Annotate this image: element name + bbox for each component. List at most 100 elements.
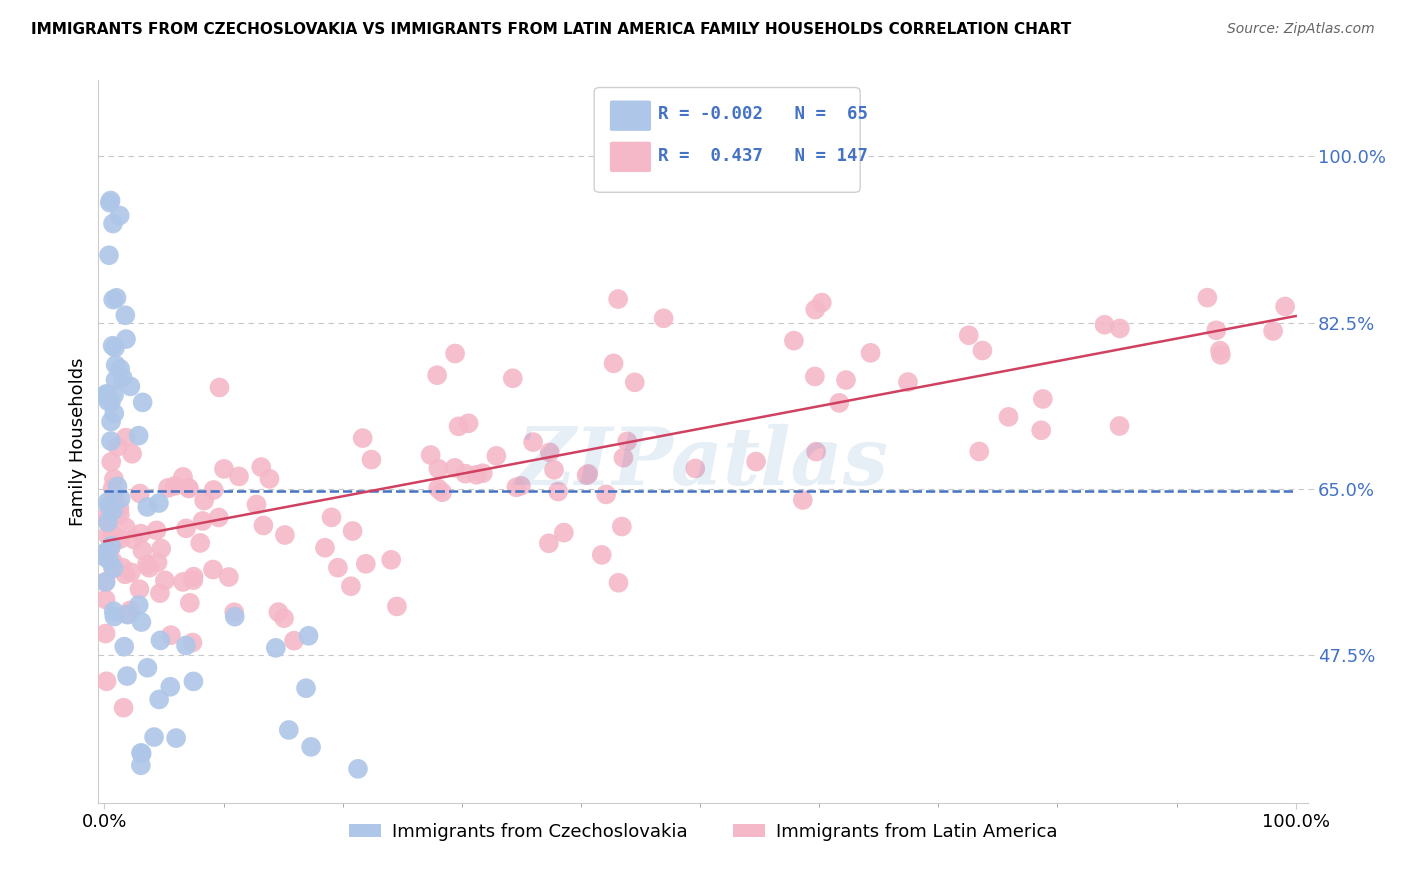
Point [183,569,205,583]
Point [107,440,129,454]
Point [228,469,250,483]
Text: R = -0.002   N =  65: R = -0.002 N = 65 [658,105,869,123]
Point [1209,348,1232,362]
Point [100,394,122,409]
Point [94,510,117,524]
Point [97,495,120,509]
Point [101,293,124,307]
Point [94,626,117,640]
Point [172,574,194,589]
Point [208,380,231,394]
FancyBboxPatch shape [595,87,860,193]
Point [160,628,183,642]
Point [274,528,297,542]
Point [967,444,990,458]
Point [143,730,166,744]
Point [283,633,305,648]
Point [502,371,524,385]
Point [299,739,322,754]
Point [136,661,159,675]
Point [108,508,131,522]
Point [97,515,120,529]
Point [129,758,152,772]
Point [128,428,150,442]
Point [264,640,287,655]
Point [100,541,122,556]
Point [208,510,231,524]
Point [553,525,575,540]
Point [145,524,167,538]
Point [835,373,858,387]
Point [804,444,827,458]
Point [212,462,235,476]
Point [623,376,645,390]
Point [326,560,349,574]
Point [745,454,768,468]
Point [783,334,806,348]
Point [131,395,153,409]
Point [112,700,135,714]
Point [957,328,980,343]
Point [224,605,246,619]
Point [98,553,121,567]
Point [471,467,494,481]
Point [96,387,118,401]
Point [128,582,150,597]
Point [103,609,125,624]
Point [103,561,125,575]
Point [485,449,508,463]
Point [101,529,124,543]
Point [120,566,142,580]
Point [100,455,122,469]
Point [295,681,318,696]
Point [115,607,138,621]
Point [1274,300,1296,314]
Point [97,394,120,409]
Point [342,524,364,538]
Y-axis label: Family Households: Family Households [69,358,87,525]
Point [179,596,201,610]
Point [174,639,197,653]
Point [101,555,124,569]
Point [101,339,124,353]
Point [94,574,117,589]
Point [443,461,465,475]
Point [202,483,225,497]
Point [110,491,132,506]
Point [122,533,145,547]
Point [157,481,180,495]
Point [505,480,527,494]
Point [128,486,150,500]
Point [104,358,127,372]
Point [108,532,131,546]
Point [444,346,467,360]
Point [131,747,153,761]
Point [148,496,170,510]
Point [652,311,675,326]
Point [685,461,707,475]
Point [547,484,569,499]
Point [181,635,204,649]
Point [252,518,274,533]
Point [153,574,176,588]
Point [259,472,281,486]
Point [576,467,599,481]
Point [131,615,153,629]
Point [177,481,200,495]
Point [181,573,204,587]
Point [427,461,450,475]
Point [174,521,197,535]
Point [1108,419,1130,434]
Point [1205,323,1227,337]
Point [94,546,117,560]
Point [193,493,215,508]
Point [804,302,827,317]
Point [792,493,814,508]
Point [183,674,205,689]
Point [360,452,382,467]
Point [1209,343,1232,358]
Point [114,520,136,534]
Point [115,332,138,346]
Point [100,415,122,429]
Point [277,723,299,737]
